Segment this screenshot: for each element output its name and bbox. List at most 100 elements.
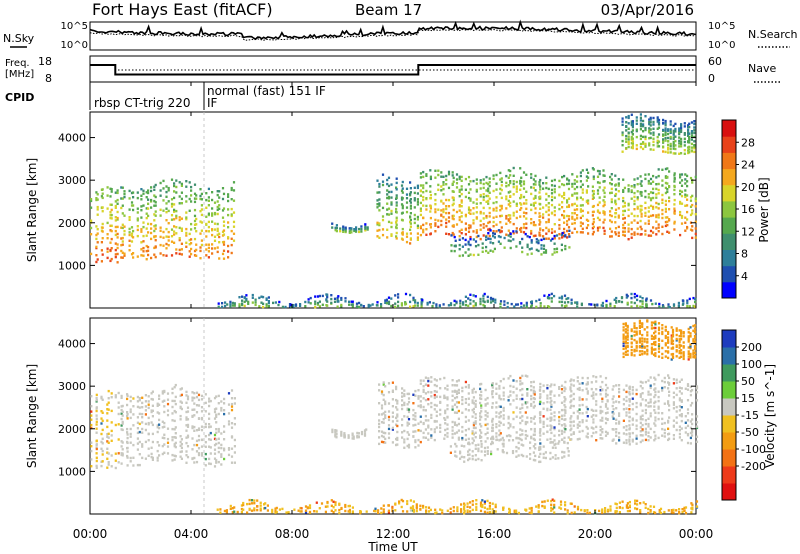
echo-cell bbox=[109, 229, 112, 232]
echo-cell bbox=[472, 433, 475, 436]
echo-cell bbox=[622, 226, 625, 230]
echo-cell bbox=[487, 199, 490, 203]
echo-cell bbox=[576, 417, 579, 420]
echo-cell bbox=[670, 339, 673, 342]
echo-cell bbox=[576, 192, 579, 195]
echo-cell bbox=[693, 144, 696, 147]
echo-cell bbox=[395, 216, 398, 219]
echo-cell bbox=[558, 185, 561, 189]
echo-cell bbox=[413, 221, 416, 225]
echo-cell bbox=[132, 397, 135, 400]
echo-cell bbox=[519, 437, 522, 441]
echo-cell bbox=[334, 228, 337, 232]
echo-cell bbox=[596, 226, 600, 230]
echo-cell bbox=[519, 380, 522, 383]
echo-cell bbox=[406, 510, 409, 513]
echo-cell bbox=[502, 398, 505, 401]
echo-cell bbox=[145, 258, 148, 261]
echo-cell bbox=[492, 437, 495, 440]
echo-cell bbox=[147, 249, 150, 252]
echo-cell bbox=[687, 335, 690, 338]
echo-cell bbox=[384, 414, 387, 417]
echo-cell bbox=[190, 200, 193, 203]
echo-cell bbox=[641, 423, 644, 427]
echo-cell bbox=[207, 220, 210, 224]
echo-cell bbox=[645, 297, 648, 300]
echo-cell bbox=[534, 189, 537, 192]
echo-cell bbox=[204, 393, 207, 396]
echo-cell bbox=[639, 380, 642, 384]
echo-cell bbox=[390, 203, 393, 206]
echo-cell bbox=[390, 297, 393, 300]
echo-cell bbox=[693, 354, 697, 358]
echo-cell bbox=[628, 411, 631, 414]
echo-cell bbox=[185, 234, 188, 237]
echo-cell bbox=[447, 205, 451, 208]
echo-cell bbox=[427, 426, 430, 429]
echo-cell bbox=[684, 415, 687, 418]
echo-cell bbox=[138, 453, 141, 456]
echo-cell bbox=[522, 211, 526, 214]
echo-cell bbox=[561, 231, 564, 235]
echo-cell bbox=[190, 194, 193, 197]
echo-cell bbox=[489, 237, 492, 241]
echo-cell bbox=[344, 300, 347, 303]
echo-cell bbox=[455, 392, 459, 396]
echo-cell bbox=[451, 399, 454, 402]
echo-cell bbox=[382, 504, 385, 507]
echo-cell bbox=[193, 227, 197, 230]
echo-cell bbox=[505, 214, 508, 218]
echo-cell bbox=[401, 510, 405, 513]
echo-cell bbox=[486, 396, 489, 400]
echo-cell bbox=[106, 435, 109, 438]
echo-cell bbox=[95, 233, 98, 237]
echo-cell bbox=[460, 199, 463, 202]
echo-cell bbox=[271, 510, 274, 514]
echo-cell bbox=[262, 295, 265, 299]
echo-cell bbox=[422, 195, 425, 199]
echo-cell bbox=[147, 191, 150, 195]
echo-cell bbox=[419, 405, 422, 409]
echo-cell bbox=[636, 304, 639, 308]
echo-cell bbox=[429, 177, 432, 181]
echo-cell bbox=[191, 391, 194, 394]
echo-cell bbox=[166, 409, 170, 412]
echo-cell bbox=[395, 201, 398, 204]
echo-cell bbox=[95, 260, 98, 264]
echo-cell bbox=[382, 381, 385, 384]
echo-cell bbox=[96, 205, 99, 209]
echo-cell bbox=[669, 147, 672, 151]
plot-title: Fort Hays East (fitACF) bbox=[92, 0, 273, 19]
echo-cell bbox=[147, 400, 150, 403]
echo-cell bbox=[641, 428, 644, 431]
echo-cell bbox=[464, 415, 467, 419]
echo-cell bbox=[343, 432, 346, 435]
echo-cell bbox=[208, 433, 211, 437]
echo-cell bbox=[572, 424, 575, 427]
echo-cell bbox=[484, 403, 487, 406]
echo-cell bbox=[466, 505, 469, 508]
echo-cell bbox=[395, 385, 398, 389]
echo-cell bbox=[120, 424, 123, 427]
echo-cell bbox=[585, 405, 588, 409]
echo-cell bbox=[110, 190, 113, 193]
echo-cell bbox=[233, 510, 236, 513]
echo-cell bbox=[407, 408, 411, 411]
echo-cell bbox=[532, 183, 535, 186]
echo-cell bbox=[414, 412, 417, 415]
echo-cell bbox=[573, 218, 576, 221]
echo-cell bbox=[614, 192, 618, 196]
echo-cell bbox=[173, 208, 176, 212]
echo-cell bbox=[380, 305, 383, 308]
echo-cell bbox=[474, 422, 477, 425]
echo-cell bbox=[116, 232, 119, 236]
echo-cell bbox=[648, 127, 651, 130]
echo-cell bbox=[281, 305, 284, 309]
echo-cell bbox=[216, 208, 219, 211]
echo-cell bbox=[106, 250, 109, 253]
echo-cell bbox=[403, 393, 406, 396]
echo-cell bbox=[691, 413, 694, 416]
echo-cell bbox=[307, 301, 310, 304]
echo-cell bbox=[397, 293, 400, 296]
echo-cell bbox=[334, 433, 337, 436]
